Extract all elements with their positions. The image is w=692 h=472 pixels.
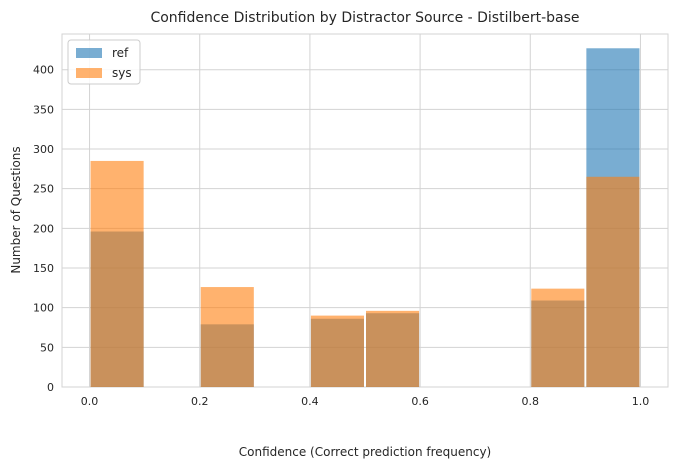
tick-labels: 0.0 0.2 0.4 0.6 0.8 1.0 0 50 100 150 200 250 300 350 4… (33, 64, 649, 408)
x-tick-label: 0.8 (522, 395, 540, 408)
legend-label-ref: ref (112, 46, 129, 60)
x-tick-label: 0.6 (411, 395, 429, 408)
plot-border (61, 33, 669, 388)
y-tick-label: 350 (33, 103, 54, 116)
legend-swatch-ref (76, 48, 102, 58)
y-tick-label: 50 (40, 341, 54, 354)
bar-sys (90, 160, 144, 387)
bar-sys (200, 287, 254, 387)
x-tick-label: 1.0 (632, 395, 650, 408)
bar-sys (531, 288, 585, 387)
y-tick-label: 200 (33, 222, 54, 235)
legend-label-sys: sys (112, 66, 132, 80)
y-tick-label: 150 (33, 262, 54, 275)
grid-lines (61, 33, 669, 388)
y-tick-label: 300 (33, 143, 54, 156)
x-axis-label: Confidence (Correct prediction frequency… (239, 445, 491, 459)
x-tick-label: 0.0 (81, 395, 99, 408)
bars-layer (90, 48, 640, 387)
bar-sys (310, 315, 364, 387)
legend: ref sys (67, 39, 141, 85)
x-tick-label: 0.2 (191, 395, 209, 408)
y-tick-label: 0 (47, 381, 54, 394)
x-tick-label: 0.4 (301, 395, 319, 408)
y-tick-label: 250 (33, 183, 54, 196)
bar-sys (366, 310, 420, 387)
y-tick-label: 100 (33, 302, 54, 315)
y-tick-label: 400 (33, 64, 54, 77)
legend-swatch-sys (76, 68, 102, 78)
y-axis-label: Number of Questions (9, 146, 23, 273)
bar-sys (586, 176, 640, 387)
chart-title: Confidence Distribution by Distractor So… (150, 10, 579, 26)
